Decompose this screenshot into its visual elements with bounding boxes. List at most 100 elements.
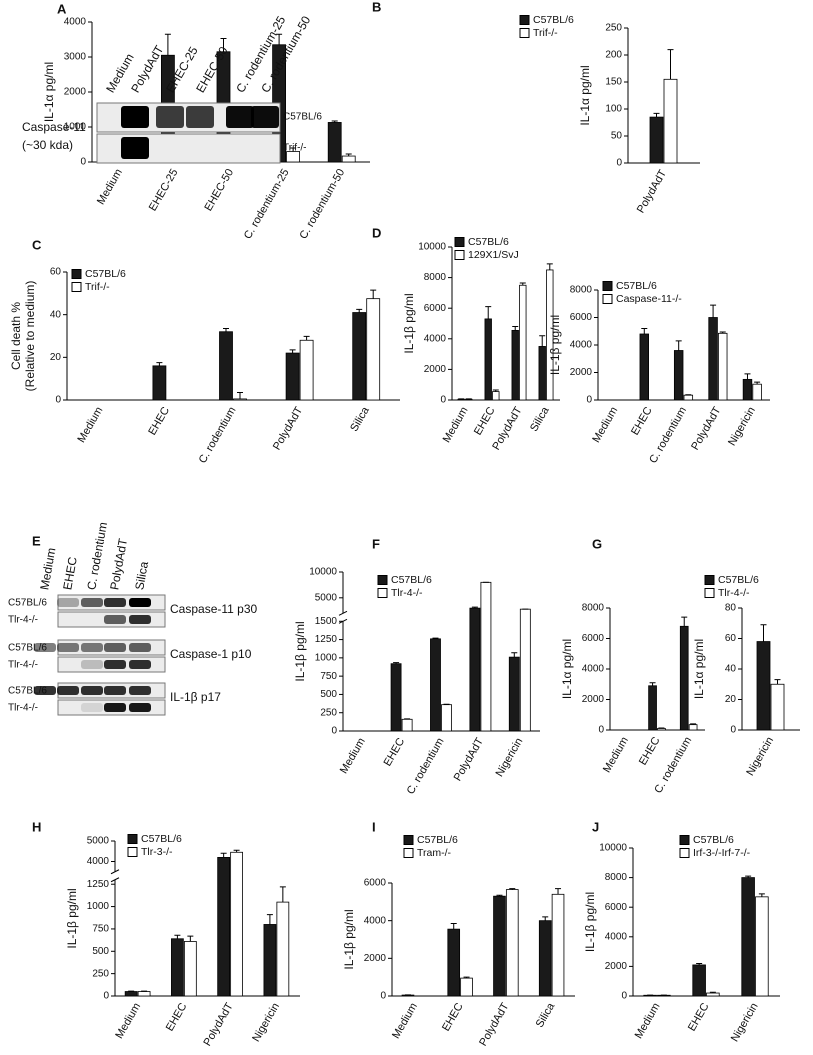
error-bar (451, 923, 457, 929)
blot-band (129, 598, 151, 607)
x-tick-label: EHEC (440, 1001, 466, 1034)
x-tick-label: Medium (95, 167, 125, 207)
blot-band (81, 598, 103, 607)
y-tick-label: 4000 (605, 931, 628, 942)
bar (520, 609, 530, 731)
error-bar (542, 917, 548, 921)
y-tick-label: 1250 (87, 879, 110, 890)
x-tick-label: C. rodentium-25 (242, 167, 292, 241)
blot-band (129, 686, 151, 695)
x-tick-label: PolydAdT (452, 736, 486, 784)
panel-letter: J (592, 819, 599, 834)
legend-label: Trif-/- (533, 27, 558, 39)
legend-swatch (680, 849, 689, 858)
y-tick-label: 20 (50, 352, 62, 363)
blot-band (104, 686, 126, 695)
x-tick-label: Silica (534, 1000, 558, 1030)
blot-band (129, 615, 151, 624)
panel-letter: E (32, 533, 41, 548)
y-tick-label: 6000 (570, 312, 593, 323)
legend-swatch (705, 589, 714, 598)
bar (125, 992, 137, 996)
bar (512, 330, 519, 400)
y-tick-label: 100 (605, 104, 622, 115)
x-tick-label: EHEC (637, 735, 663, 768)
bar (234, 399, 247, 400)
y-tick-label: 500 (92, 946, 109, 957)
blot-band (104, 598, 126, 607)
error-bar (370, 290, 376, 299)
legend-swatch (128, 835, 137, 844)
y-tick-label: 8000 (570, 285, 593, 296)
y-tick-label: 2000 (605, 961, 628, 972)
y-tick-label: 1000 (87, 901, 110, 912)
x-tick-label: PolydAdT (689, 405, 723, 453)
panel-letter: F (372, 536, 380, 551)
genotype-label: C57BL/6 (8, 686, 47, 697)
bar (539, 346, 546, 400)
error-bar (156, 363, 162, 366)
blot-band (156, 106, 184, 128)
error-bar (223, 329, 229, 332)
bar (442, 705, 452, 731)
y-tick-label: 0 (440, 395, 446, 406)
legend-label: C57BL/6 (391, 574, 432, 586)
blot-band (81, 660, 103, 669)
blot-band (129, 643, 151, 652)
bar (684, 395, 693, 400)
y-axis-label: IL-1α pg/ml (42, 62, 56, 122)
legend-swatch (128, 848, 137, 857)
y-tick-label: 4000 (64, 17, 87, 28)
y-axis-label: IL-1α pg/ml (692, 639, 706, 699)
y-tick-label: 4000 (424, 333, 447, 344)
y-tick-label: 750 (320, 671, 337, 682)
bar (664, 79, 677, 163)
x-tick-label: EHEC (382, 736, 408, 769)
error-bar (356, 309, 362, 312)
y-tick-label: 0 (103, 991, 109, 1002)
blot-band (104, 703, 126, 712)
y-tick-label: 80 (725, 603, 737, 614)
y-tick-label: 1250 (315, 634, 338, 645)
y-axis-label: IL-1α pg/ml (578, 65, 592, 125)
bar (481, 582, 491, 731)
blot-band (104, 660, 126, 669)
bar (448, 929, 460, 996)
legend-swatch (680, 836, 689, 845)
genotype-label: Tlr-4-/- (8, 615, 38, 626)
y-tick-label: 0 (730, 725, 736, 736)
x-tick-label: C. rodentium (405, 736, 447, 797)
bar (771, 684, 784, 730)
panel-letter: A (57, 1, 67, 16)
y-tick-label: 0 (621, 991, 627, 1002)
x-tick-label: Nigericin (729, 1001, 761, 1044)
error-bar (555, 889, 561, 895)
genotype-label: C57BL/6 (8, 598, 47, 609)
y-tick-label: 4000 (364, 915, 387, 926)
x-tick-label: Silica (528, 404, 552, 434)
error-bar (485, 307, 491, 319)
panel-letter: H (32, 819, 41, 834)
y-tick-label: 4000 (87, 856, 110, 867)
bar (649, 686, 657, 730)
bar (674, 351, 683, 401)
bar (658, 728, 666, 730)
bar (220, 332, 233, 400)
legend-swatch (455, 251, 464, 260)
error-bar (668, 50, 674, 80)
bar (552, 894, 564, 996)
y-tick-label: 0 (586, 395, 592, 406)
error-bar (761, 625, 767, 642)
legend-label: Trif-/- (85, 281, 110, 293)
x-tick-label: Silica (348, 404, 372, 434)
error-bar (512, 327, 518, 331)
y-tick-label: 6000 (582, 633, 605, 644)
y-axis-label: IL-1β pg/ml (583, 892, 597, 952)
bar (391, 664, 401, 731)
y-tick-label: 2000 (64, 87, 87, 98)
y-axis-label: IL-1β pg/ml (342, 909, 356, 969)
legend-swatch (603, 295, 612, 304)
genotype-label: C57BL/6 (283, 112, 322, 123)
bar (509, 657, 519, 731)
y-tick-label: 4000 (582, 664, 605, 675)
